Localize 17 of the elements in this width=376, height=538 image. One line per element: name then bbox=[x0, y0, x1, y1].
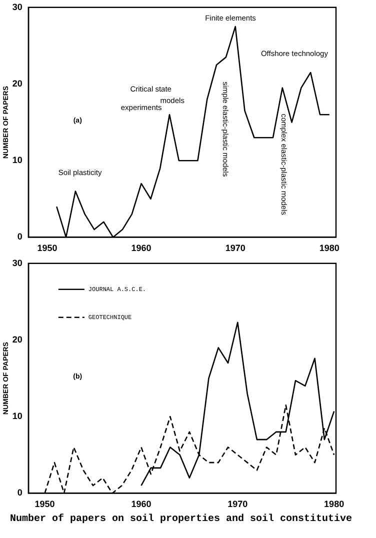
x-tick-label: 1980 bbox=[319, 243, 340, 254]
y-tick-label: 20 bbox=[12, 78, 22, 88]
x-tick-label: 1950 bbox=[34, 499, 55, 510]
x-tick-label: 1960 bbox=[131, 499, 152, 510]
x-tick-label: 1980 bbox=[324, 499, 344, 510]
x-tick-label: 1970 bbox=[228, 499, 248, 510]
y-tick-label: 20 bbox=[12, 334, 22, 344]
y-tick-label: 30 bbox=[12, 258, 22, 268]
text: Number of papers on soil properties and soil constitutive bbox=[9, 514, 354, 525]
y-tick-label: 0 bbox=[17, 488, 22, 498]
y-tick-label: 30 bbox=[12, 2, 22, 12]
x-tick-label: 1960 bbox=[131, 243, 152, 254]
y-tick-label: 10 bbox=[12, 155, 22, 166]
x-tick-label: 1950 bbox=[37, 243, 58, 254]
x-tick-label: 1970 bbox=[225, 243, 246, 254]
y-tick-label: 0 bbox=[17, 232, 22, 242]
y-tick-label: 10 bbox=[12, 411, 22, 422]
